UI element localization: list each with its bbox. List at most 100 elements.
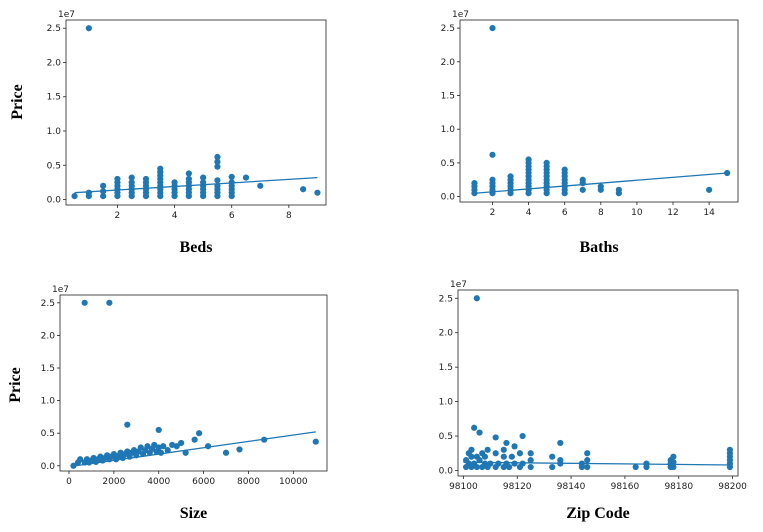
y-tick-label: 0.5 [439,432,453,442]
y-offset-label: 1e7 [450,280,467,290]
y-tick-label: 1.5 [47,93,61,103]
scatter-point [670,463,677,471]
trend-line [74,176,318,194]
scatter-point [492,450,499,457]
scatter-point [495,460,502,467]
x-tick-label: 8 [286,211,292,221]
scatter-point [525,156,532,163]
scatter-point [471,424,478,431]
x-tick-label: 98100 [449,482,478,492]
y-tick-label: 0.0 [439,466,454,476]
x-tick-label: 98120 [503,482,532,492]
scatter-point [516,450,524,457]
x-axis-label: Beds [180,239,213,256]
scatter-point [228,173,235,181]
scatter-point [481,453,489,460]
scatter-point [200,174,207,181]
scatter-point [312,438,319,445]
scatter-point [100,182,107,189]
y-tick-label: 2.5 [47,24,61,34]
scatter-point [615,186,622,193]
scatter-point [70,462,77,469]
y-tick-label: 1.0 [41,397,56,407]
scatter-point [724,169,731,177]
y-tick-label: 1.5 [441,91,455,101]
scatter-point [178,439,185,447]
scatter-point [506,463,513,471]
scatter-point [468,453,475,460]
y-tick-label: 1.0 [439,398,454,408]
x-tick-label: 6 [562,208,568,218]
y-tick-label: 2.0 [441,58,456,68]
x-tick-label: 0 [66,477,72,487]
y-axis-label: Price [9,84,26,120]
x-tick-label: 10 [631,208,643,218]
scatter-point [500,446,507,453]
scatter-point [196,430,203,437]
y-tick-label: 2.0 [47,58,62,68]
scatter-point [85,25,92,32]
scatter-point [527,450,534,457]
scatter-point [164,447,171,454]
trend-line [463,461,733,466]
scatter-point [519,460,526,467]
scatter-point [191,436,198,443]
scatter-point [185,175,192,183]
scatter-point [124,421,131,428]
scatter-point [468,446,475,453]
scatter-point [142,175,150,183]
x-tick-label: 4 [172,211,178,221]
x-axis-label: Baths [579,239,618,256]
x-tick-label: 2 [115,211,121,221]
x-tick-label: 98140 [557,482,586,492]
x-tick-label: 4000 [147,477,170,487]
scatter-point [511,460,518,467]
scatter-point [137,444,144,451]
scatter-point [476,457,483,464]
y-tick-label: 0.0 [441,193,456,203]
scatter-point [726,446,734,453]
scatter-point [77,456,84,463]
x-tick-label: 8 [598,208,604,218]
scatter-point [300,186,307,193]
y-offset-label: 1e7 [58,10,75,20]
scatter-point [557,457,564,464]
x-tick-label: 2000 [102,477,125,487]
axes-frame [459,19,739,203]
scatter-point [242,174,250,181]
scatter-point [543,159,550,167]
axes-frame [59,294,328,472]
y-tick-label: 0.5 [441,159,455,169]
scatter-point [81,299,88,306]
scatter-point [128,174,135,181]
y-tick-label: 2.5 [439,294,453,304]
y-offset-label: 1e7 [452,10,469,20]
scatter-point [487,460,494,467]
scatter-point [160,443,167,450]
axes-frame [65,19,327,206]
scatter-point [579,176,586,183]
scatter-point [476,429,483,436]
scatter-point [157,165,164,172]
scatter-point [597,183,604,190]
scatter-point [214,153,221,161]
trend-line [75,431,316,467]
scatter-point [632,463,639,471]
y-tick-label: 0.0 [41,462,56,472]
scatter-point [185,170,192,177]
y-tick-label: 1.0 [441,125,456,135]
axes-frame [457,289,739,477]
scatter-point [182,449,189,456]
scatter-point [484,446,491,453]
x-tick-label: 14 [703,208,715,218]
scatter-point [473,463,480,471]
y-tick-label: 0.5 [41,429,55,439]
scatter-point [85,189,92,196]
scatter-point [257,182,264,189]
scatter-point [489,176,496,183]
scatter-point [549,453,556,460]
y-tick-label: 1.5 [41,364,55,374]
x-tick-label: 6 [229,211,235,221]
x-tick-label: 6000 [192,477,215,487]
